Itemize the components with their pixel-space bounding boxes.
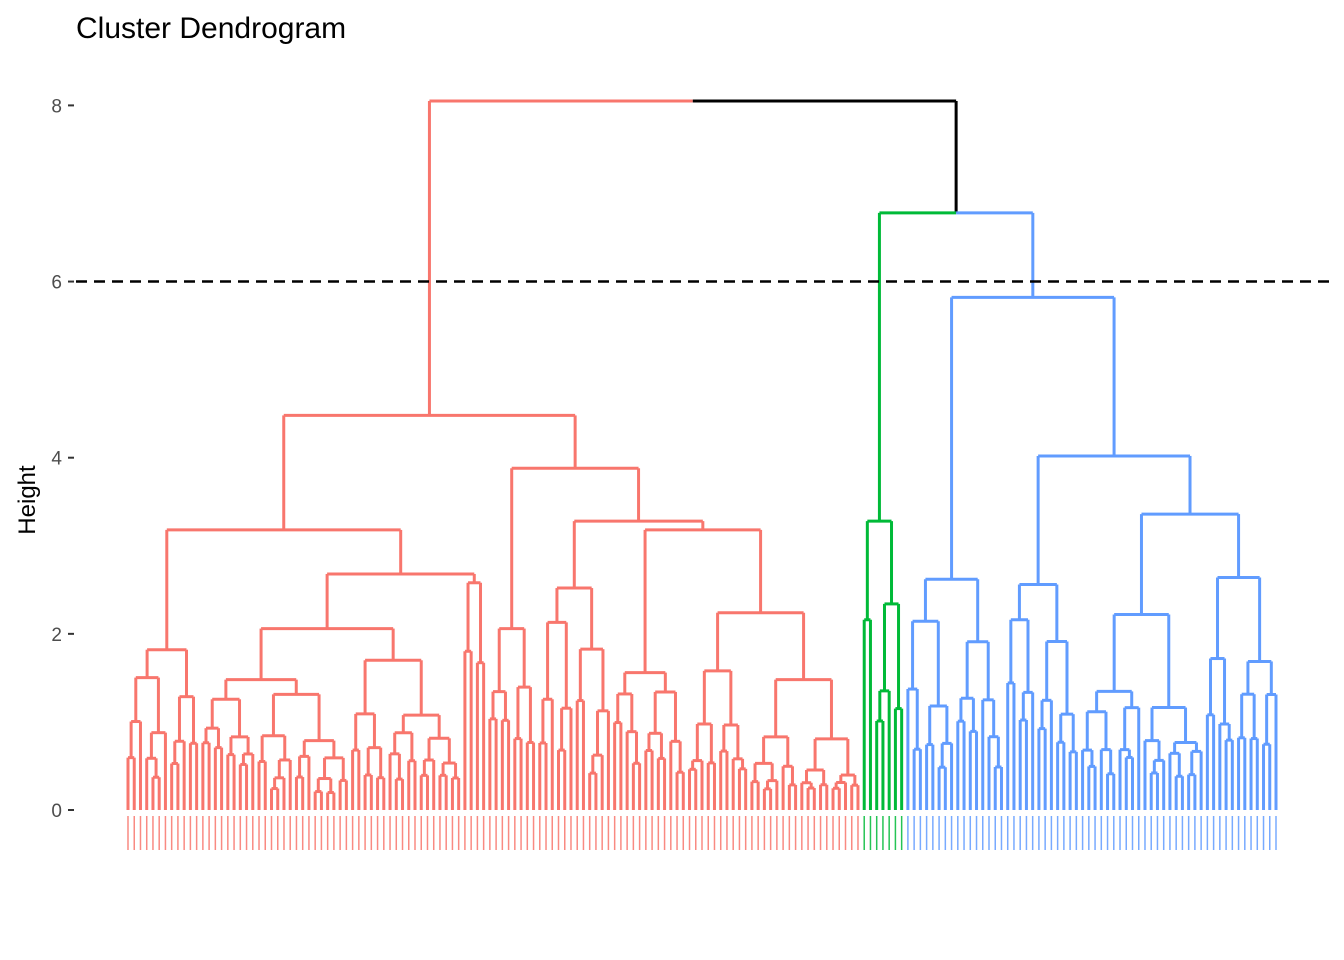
y-tick-label: 4 <box>51 449 62 470</box>
y-tick-label: 6 <box>51 273 62 294</box>
y-tick-label: 2 <box>51 625 62 646</box>
y-tick-label: 8 <box>51 96 62 117</box>
dendrogram-tree <box>126 99 1278 810</box>
y-axis: 0 2 4 6 8 <box>51 96 74 822</box>
chart-title: Cluster Dendrogram <box>76 12 346 45</box>
leaf-labels <box>127 816 1277 850</box>
y-axis-label: Height <box>14 465 41 535</box>
y-tick-label: 0 <box>51 801 62 822</box>
